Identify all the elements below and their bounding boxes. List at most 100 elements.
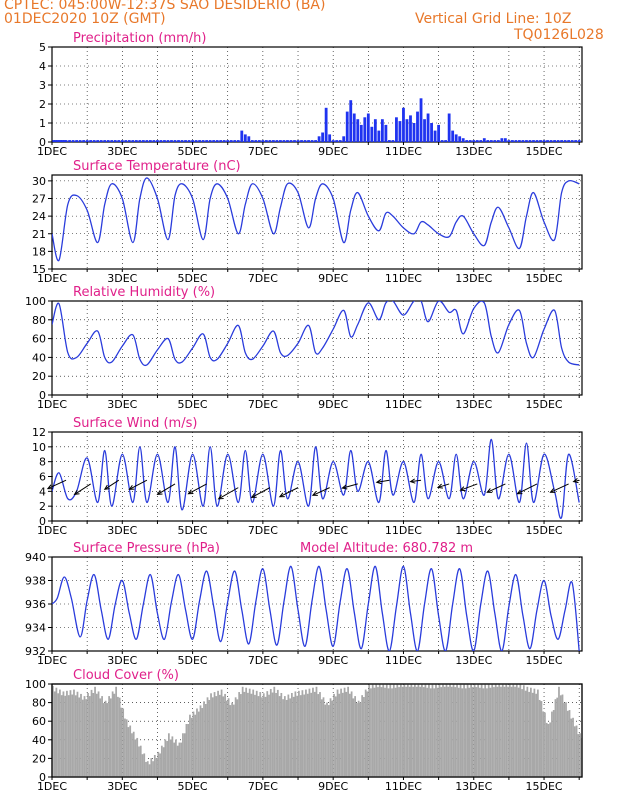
wind-arrow-head (217, 494, 224, 500)
cloud-bar (401, 686, 404, 777)
cloud-bar (445, 684, 448, 777)
precip-bar (310, 140, 314, 142)
cloud-bar (500, 686, 502, 777)
precip-bar (553, 140, 556, 142)
cloud-bar (189, 714, 191, 777)
cloud-bar (247, 692, 249, 777)
precip-bar (208, 140, 212, 142)
cloud-bar (162, 747, 165, 777)
precip-bar (563, 140, 567, 142)
cloud-bar (544, 712, 546, 777)
cloud-bar (94, 686, 96, 777)
precip-bar (370, 126, 374, 142)
y-tick-label: 3 (39, 79, 46, 92)
cloud-bar (378, 684, 381, 777)
precip-bar (539, 140, 542, 142)
cloud-bar (303, 694, 306, 777)
x-tick-label: 15DEC (525, 780, 562, 793)
cloud-bar (104, 700, 107, 777)
cloud-bar (138, 746, 140, 777)
cloud-bar (477, 684, 480, 777)
x-tick-label: 7DEC (248, 524, 278, 537)
cloud-bar (380, 687, 383, 777)
cloud-bar (461, 688, 464, 777)
cloud-bar (424, 684, 427, 777)
precip-bar (472, 140, 476, 142)
cloud-bar (124, 718, 126, 777)
cloud-bar (373, 687, 376, 777)
cloud-bar (317, 694, 320, 777)
precip-bar (409, 115, 412, 142)
wind-arrow-head (572, 478, 579, 484)
cloud-bar (428, 684, 430, 777)
precip-bar (156, 140, 159, 142)
precip-bar (103, 140, 107, 142)
cloud-bar (561, 694, 564, 777)
cloud-bar (375, 684, 378, 777)
precip-bar (131, 140, 135, 142)
y-tick-label: 0 (39, 136, 46, 149)
precip-bar (556, 140, 560, 142)
precip-bar (503, 138, 507, 142)
cloud-bar (363, 697, 365, 777)
x-tick-label: 1DEC (37, 145, 67, 158)
wind-arrow-head (311, 491, 318, 496)
precip-bar (141, 140, 145, 142)
precip-bar (219, 140, 223, 142)
cloud-bar (551, 711, 553, 777)
precip-bar (61, 140, 64, 142)
cloud-bar (549, 722, 552, 777)
panel-frame (51, 300, 583, 396)
x-tick-label: 1DEC (37, 398, 67, 411)
precip-bar (570, 140, 574, 142)
cloud-bar (222, 696, 225, 777)
x-tick-label: 9DEC (318, 780, 348, 793)
cloud-bar (257, 696, 260, 777)
cloud-bar (456, 684, 458, 777)
precip-bar (321, 132, 325, 142)
cloud-bar (236, 699, 239, 777)
cloud-bar (487, 684, 490, 777)
x-tick-label: 3DEC (107, 780, 137, 793)
cloud-bar (306, 693, 309, 777)
precip-bar (500, 138, 504, 142)
cloud-bar (565, 702, 567, 777)
precip-bar (191, 140, 194, 142)
cloud-bar (320, 699, 323, 777)
cloud-bar (394, 687, 397, 777)
cloud-bar (447, 686, 450, 777)
cloud-bar (153, 754, 156, 777)
cloud-bar (529, 687, 532, 777)
cloud-bar (503, 686, 506, 777)
x-tick-label: 13DEC (455, 272, 492, 285)
y-tick-label: 5 (39, 41, 46, 54)
wind-arrow-head (103, 484, 110, 490)
precip-bar (419, 98, 423, 142)
cloud-bar (312, 687, 314, 777)
precip-bar (55, 140, 59, 142)
precip-bar (177, 140, 180, 142)
cloud-bar (484, 684, 487, 777)
wind-arrow (376, 479, 390, 483)
precip-bar (342, 136, 346, 142)
y-tick-label: 6 (39, 471, 46, 484)
series-line (52, 438, 580, 520)
cloud-bar (443, 686, 446, 777)
precip-bar (444, 140, 448, 142)
cloud-bar (125, 719, 128, 777)
cloud-bar (245, 687, 248, 777)
wind-arrow (437, 483, 450, 488)
precip-bar (289, 140, 293, 142)
panel-title: Relative Humidity (%) (73, 285, 215, 300)
cloud-bar (471, 687, 474, 777)
cloud-bar (259, 692, 262, 777)
cloud-bar (111, 691, 114, 777)
panel-frame-top (51, 683, 583, 778)
wind-arrow-head (409, 478, 416, 484)
cloud-bar (187, 723, 190, 777)
precip-bar (257, 140, 261, 142)
x-tick-label: 7DEC (248, 654, 278, 667)
cloud-bar (78, 697, 81, 777)
precip-bar (78, 140, 82, 142)
x-tick-label: 7DEC (248, 780, 278, 793)
